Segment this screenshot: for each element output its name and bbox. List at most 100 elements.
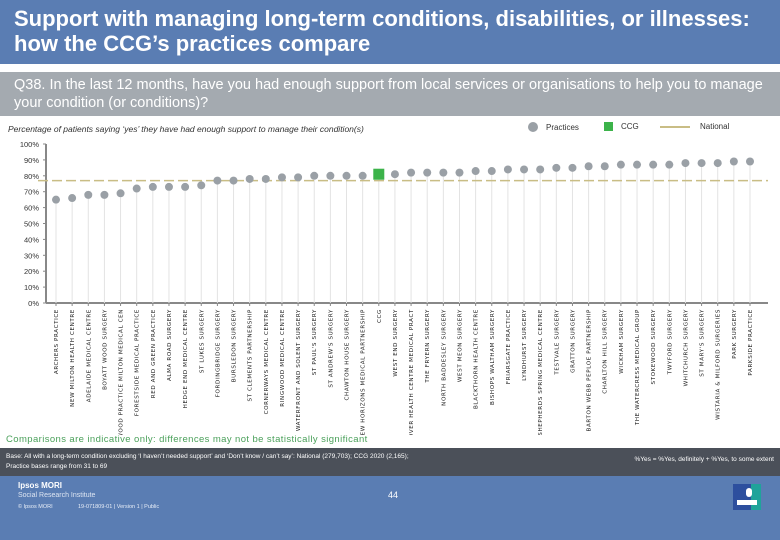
practice-point — [342, 171, 351, 180]
chart-subtitle: Percentage of patients saying ‘yes’ they… — [8, 124, 364, 134]
question-text: Q38. In the last 12 months, have you had… — [14, 77, 763, 111]
x-tick-label: ST MARY'S SURGERY — [700, 309, 706, 377]
x-tick-label: WATERFRONT AND SOLENT SURGERY — [296, 309, 302, 431]
practice-point — [536, 165, 545, 174]
page-number: 44 — [388, 490, 399, 500]
x-tick-label: THE ANDOVER HEALTH CENTRE MEDICAL PRACT — [409, 309, 415, 435]
x-tick-label: LYNDHURST SURGERY — [522, 309, 528, 381]
practice-point — [229, 176, 238, 185]
practice-point — [197, 181, 206, 190]
y-tick-label: 50% — [24, 220, 39, 229]
x-tick-label: BLACKTHORN HEALTH CENTRE — [474, 309, 480, 409]
practice-point — [245, 174, 254, 183]
x-tick-label: BARTON WEBB PEPLOE PARTNERSHIP — [587, 309, 593, 432]
practice-point — [471, 167, 480, 176]
x-tick-label: PARKSIDE PRACTICE — [748, 309, 754, 376]
legend-ccg-label: CCG — [621, 122, 639, 131]
x-tick-label: THE ARNEWOOD PRACTICE MILTON MEDICAL CEN — [119, 309, 125, 435]
practice-point — [649, 160, 658, 169]
x-tick-label: HEDGE END MEDICAL CENTRE — [183, 309, 189, 408]
practice-point — [423, 168, 432, 177]
x-tick-label: TESTVALE SURGERY — [554, 309, 560, 376]
title-bar: Support with managing long-term conditio… — [0, 0, 780, 64]
practice-point — [68, 194, 77, 203]
y-tick-label: 80% — [24, 172, 39, 181]
practice-point — [568, 163, 577, 172]
practice-point — [164, 182, 173, 191]
x-tick-label: FORDINGBRIDGE SURGERY — [215, 309, 221, 397]
practice-point — [294, 173, 303, 182]
base-bar: Base: All with a long-term condition exc… — [0, 448, 780, 476]
national-line-icon — [660, 125, 690, 128]
x-tick-label: ST ANDREW'S SURGERY — [328, 309, 334, 388]
practice-point — [326, 171, 335, 180]
x-axis-labels: ARCHERS PRACTICE NEW MILTON HEALTH CENTRE… — [54, 309, 754, 435]
y-tick-label: 40% — [24, 235, 39, 244]
x-tick-label: WEST END SURGERY — [393, 309, 399, 377]
base-text: Base: All with a long-term condition exc… — [6, 453, 409, 470]
practice-point — [616, 160, 625, 169]
x-tick-label: TWYFORD SURGERY — [667, 309, 673, 375]
practice-point — [584, 162, 593, 171]
y-tick-label: 0% — [28, 299, 39, 308]
org-subtitle: Social Research Institute — [18, 492, 96, 499]
practice-point — [439, 168, 448, 177]
x-tick-label: SHEPHERDS SPRING MEDICAL CENTRE — [538, 309, 544, 435]
practice-point — [455, 168, 464, 177]
stems — [55, 165, 751, 306]
x-tick-label: NEW MILTON HEALTH CENTRE — [70, 309, 76, 407]
x-tick-label: CCG — [377, 309, 383, 323]
practice-point — [358, 171, 367, 180]
x-tick-label: GRATTON SURGERY — [570, 309, 576, 373]
practice-point — [746, 157, 754, 166]
org-name: Ipsos MORI — [18, 481, 63, 490]
x-tick-label: THE FRYERN SURGERY — [425, 309, 431, 384]
copyright: © Ipsos MORI — [18, 504, 53, 510]
x-tick-label: FORESTSIDE MEDICAL PRACTICE — [135, 309, 141, 416]
practice-point — [713, 159, 722, 168]
footer: Ipsos MORI Social Research Institute © I… — [0, 476, 780, 540]
practice-point — [407, 168, 416, 177]
x-tick-label: FRIARSGATE PRACTICE — [506, 309, 512, 384]
x-tick-label: WEST MEON SURGERY — [457, 309, 463, 382]
x-tick-label: CORNERWAYS MEDICAL CENTRE — [264, 309, 270, 414]
x-tick-label: CHAWTON HOUSE SURGERY — [345, 309, 351, 400]
x-tick-label: ADELAIDE MEDICAL CENTRE — [86, 309, 92, 402]
practice-point — [213, 176, 222, 185]
legend-ccg: CCG — [604, 122, 639, 131]
data-points — [52, 157, 754, 204]
practice-point — [261, 174, 270, 183]
x-tick-label: RINGWOOD MEDICAL CENTRE — [280, 309, 286, 407]
practice-point — [116, 189, 125, 198]
ccg-point — [373, 168, 385, 180]
practice-point — [633, 160, 642, 169]
practice-point — [181, 182, 190, 191]
y-tick-label: 20% — [24, 267, 39, 276]
y-tick-label: 70% — [24, 188, 39, 197]
x-tick-label: ST PAUL'S SURGERY — [312, 309, 318, 375]
x-tick-label: THE WATERCRESS MEDICAL GROUP — [635, 309, 641, 426]
practice-point — [390, 170, 399, 179]
question-bar: Q38. In the last 12 months, have you had… — [0, 72, 780, 116]
x-tick-label: ST CLEMENTS PARTNERSHIP — [248, 309, 254, 402]
ipsos-logo-icon — [733, 484, 761, 510]
x-tick-label: PARK SURGERY — [732, 309, 738, 359]
y-tick-label: 60% — [24, 204, 39, 213]
x-tick-label: ALMA ROAD SURGERY — [167, 309, 173, 381]
x-tick-label: BURSLEDON SURGERY — [232, 309, 238, 382]
practice-point — [697, 159, 706, 168]
x-tick-label: NORTH BADDESLEY SURGERY — [441, 309, 447, 406]
practice-point — [487, 167, 496, 176]
practice-point — [100, 190, 109, 199]
y-tick-label: 30% — [24, 251, 39, 260]
practice-point — [52, 195, 60, 204]
practice-point — [552, 163, 561, 172]
practice-point — [729, 157, 738, 166]
ccg-square-icon — [604, 122, 613, 131]
legend-practices: Practices — [528, 122, 579, 132]
comparison-note: Comparisons are indicative only: differe… — [6, 434, 368, 445]
x-tick-label: STOKEWOOD SURGERY — [651, 309, 657, 385]
dot-chart: 0% 10% 20% 30% 40% 50% 60% 70% 80% 90% 100% ARCHER… — [20, 140, 768, 435]
x-tick-label: WISTARIA & MILFORD SURGERIES — [716, 309, 722, 420]
practice-point — [600, 162, 609, 171]
